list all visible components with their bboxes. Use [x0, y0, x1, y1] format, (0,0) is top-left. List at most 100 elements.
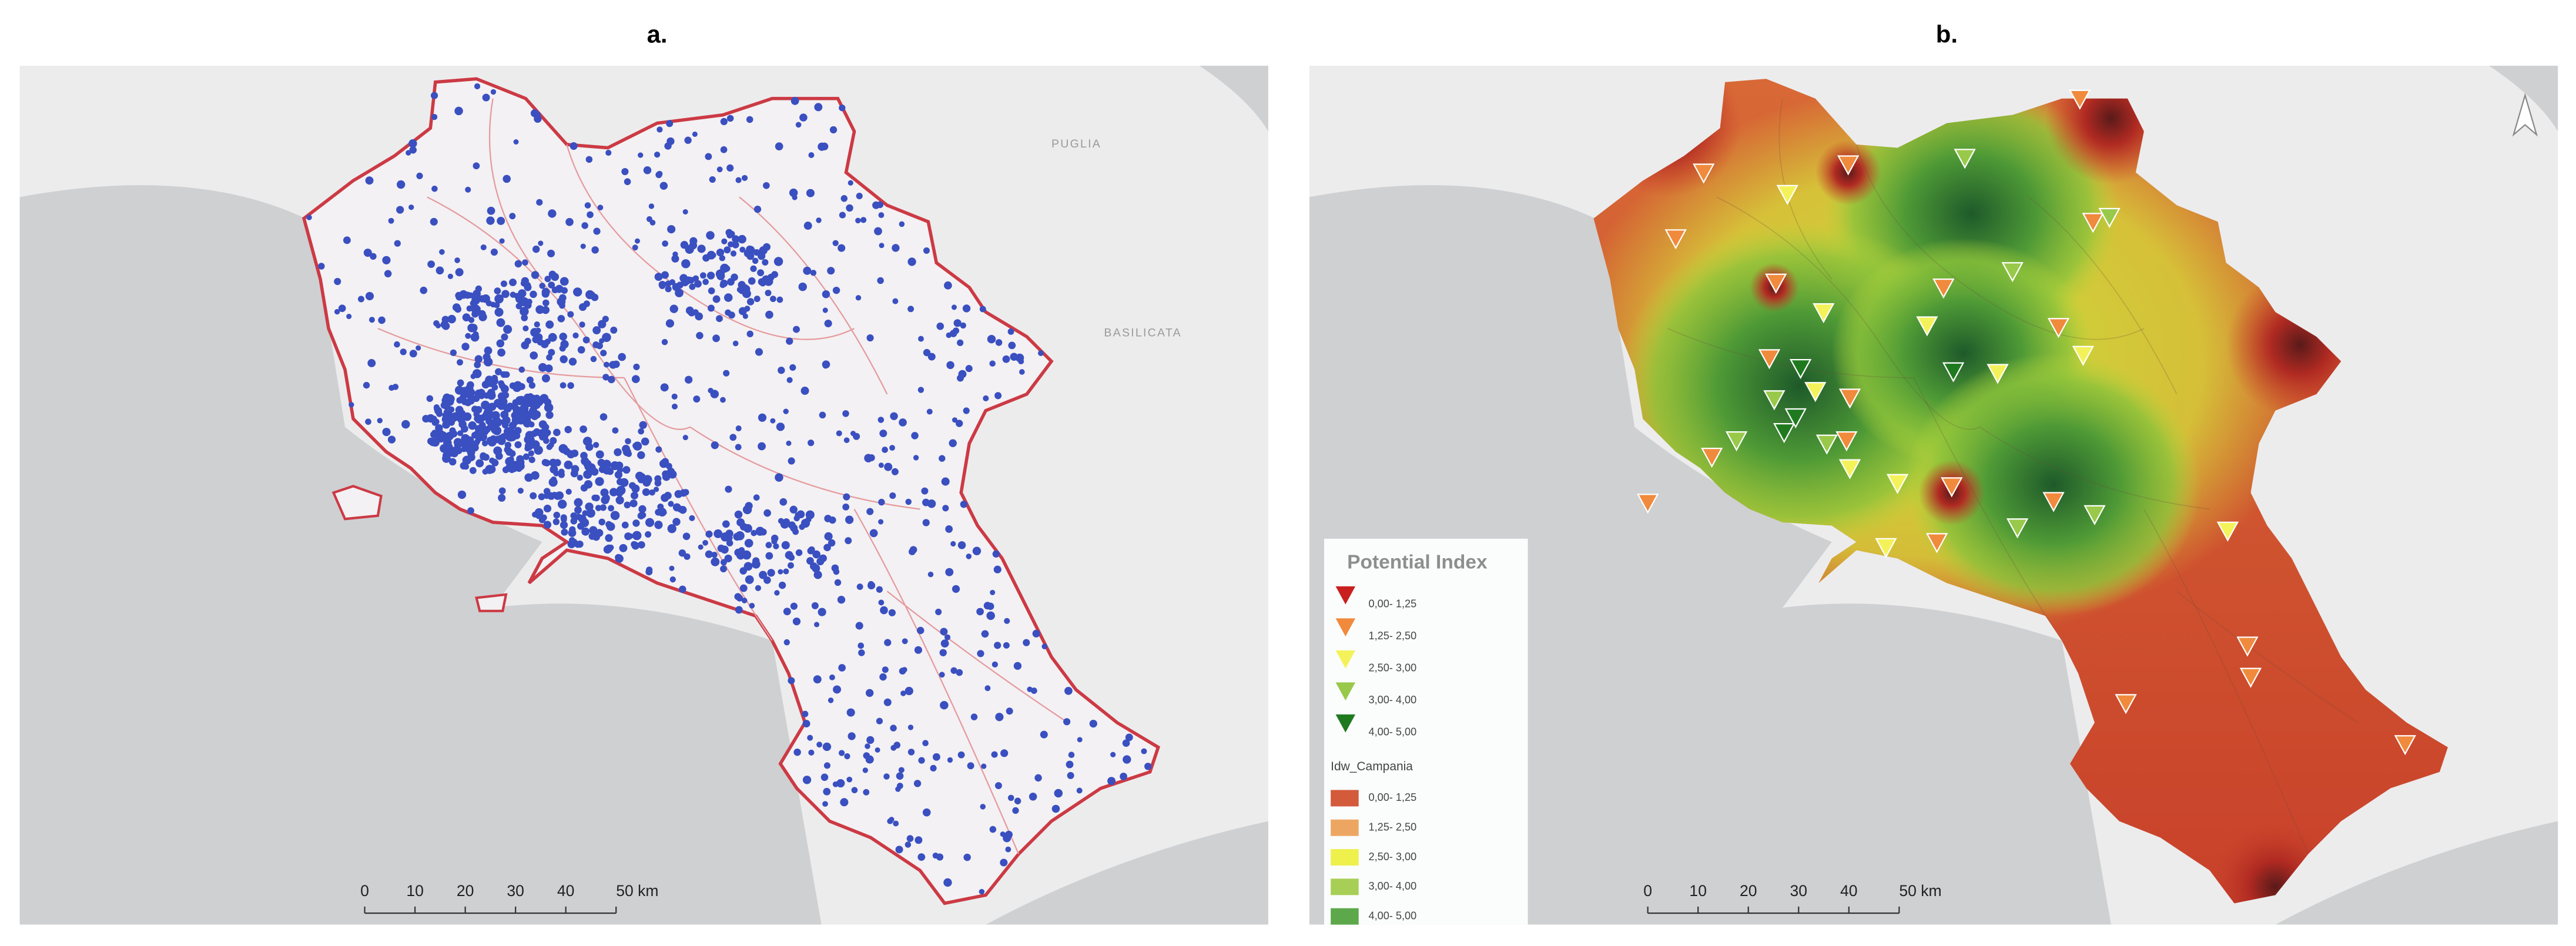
point	[865, 689, 874, 697]
point	[667, 225, 676, 234]
point	[522, 325, 529, 332]
point	[365, 176, 374, 185]
point	[682, 532, 691, 541]
point	[979, 888, 985, 895]
scale-label: 10	[406, 882, 424, 900]
point	[855, 295, 862, 301]
point	[1120, 773, 1127, 780]
point	[957, 751, 965, 759]
point	[735, 606, 743, 614]
point	[665, 280, 672, 287]
point	[455, 447, 463, 455]
point	[922, 740, 929, 747]
point	[662, 472, 671, 481]
point	[639, 421, 647, 430]
point	[932, 852, 939, 859]
point	[945, 525, 953, 533]
point	[866, 508, 874, 515]
point	[935, 608, 942, 615]
point	[480, 425, 487, 433]
point	[602, 374, 609, 381]
point	[559, 444, 568, 454]
point	[465, 390, 474, 400]
point	[962, 304, 971, 313]
point	[944, 634, 951, 640]
point	[400, 348, 407, 355]
point	[780, 519, 789, 529]
point	[654, 273, 663, 281]
point	[946, 361, 954, 370]
point	[755, 585, 762, 592]
point	[474, 361, 481, 368]
border	[427, 196, 691, 430]
point	[482, 93, 490, 102]
point	[614, 448, 622, 457]
site-marker	[1942, 362, 1965, 383]
point	[542, 299, 550, 307]
point	[585, 156, 593, 163]
point	[497, 434, 505, 442]
site-marker	[2083, 505, 2106, 525]
point	[528, 457, 535, 464]
point	[583, 470, 592, 479]
point	[494, 294, 504, 304]
point	[989, 360, 996, 367]
point	[759, 571, 768, 579]
point	[514, 427, 522, 435]
point	[607, 375, 615, 384]
point	[743, 524, 752, 533]
border	[488, 98, 543, 280]
point	[726, 115, 734, 122]
point	[836, 430, 842, 437]
point	[958, 370, 967, 378]
point	[682, 209, 688, 215]
point	[524, 283, 532, 291]
site-marker	[1693, 163, 1715, 184]
point	[511, 465, 518, 472]
point	[520, 307, 529, 316]
point	[1123, 755, 1131, 764]
point	[461, 343, 470, 351]
legend-label: 1,25- 2,50	[1368, 630, 1416, 642]
point	[584, 463, 592, 471]
point	[798, 282, 807, 291]
site-marker	[1987, 364, 2009, 384]
point	[447, 314, 456, 324]
site-marker	[1916, 316, 1938, 337]
point	[862, 767, 868, 773]
point	[473, 331, 479, 337]
point	[531, 471, 540, 480]
site-marker	[2216, 521, 2239, 542]
point	[679, 505, 687, 514]
point	[957, 339, 964, 346]
point	[474, 295, 481, 302]
point	[457, 490, 467, 499]
point	[939, 455, 946, 462]
point	[449, 427, 456, 434]
point	[485, 465, 494, 474]
legend-label: 4,00- 5,00	[1368, 726, 1416, 737]
legend-label: 0,00- 1,25	[1368, 791, 1416, 803]
point	[625, 451, 632, 457]
point	[555, 286, 561, 292]
point	[455, 268, 464, 277]
point	[786, 440, 792, 446]
point	[734, 510, 743, 519]
site-marker	[1932, 279, 1955, 299]
point	[630, 491, 639, 499]
point	[597, 458, 605, 467]
point	[1010, 353, 1019, 361]
point	[655, 446, 662, 453]
point	[561, 528, 568, 536]
point	[581, 222, 588, 229]
point	[940, 639, 949, 648]
point	[494, 287, 501, 295]
point	[855, 217, 861, 224]
point	[892, 244, 900, 252]
point	[1004, 830, 1013, 839]
point	[771, 271, 778, 279]
point	[847, 732, 856, 740]
point	[534, 115, 542, 123]
point	[538, 516, 546, 524]
point	[550, 437, 557, 445]
